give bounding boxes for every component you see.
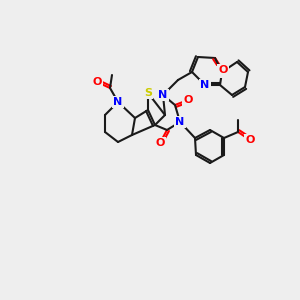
Text: O: O [183,95,193,105]
Text: O: O [218,65,228,75]
Text: O: O [92,77,102,87]
Text: O: O [155,138,165,148]
Text: N: N [158,90,168,100]
Text: N: N [218,67,226,77]
Text: S: S [144,88,152,98]
Text: N: N [113,97,123,107]
Text: N: N [176,117,184,127]
Text: N: N [200,80,210,90]
Text: O: O [245,135,255,145]
